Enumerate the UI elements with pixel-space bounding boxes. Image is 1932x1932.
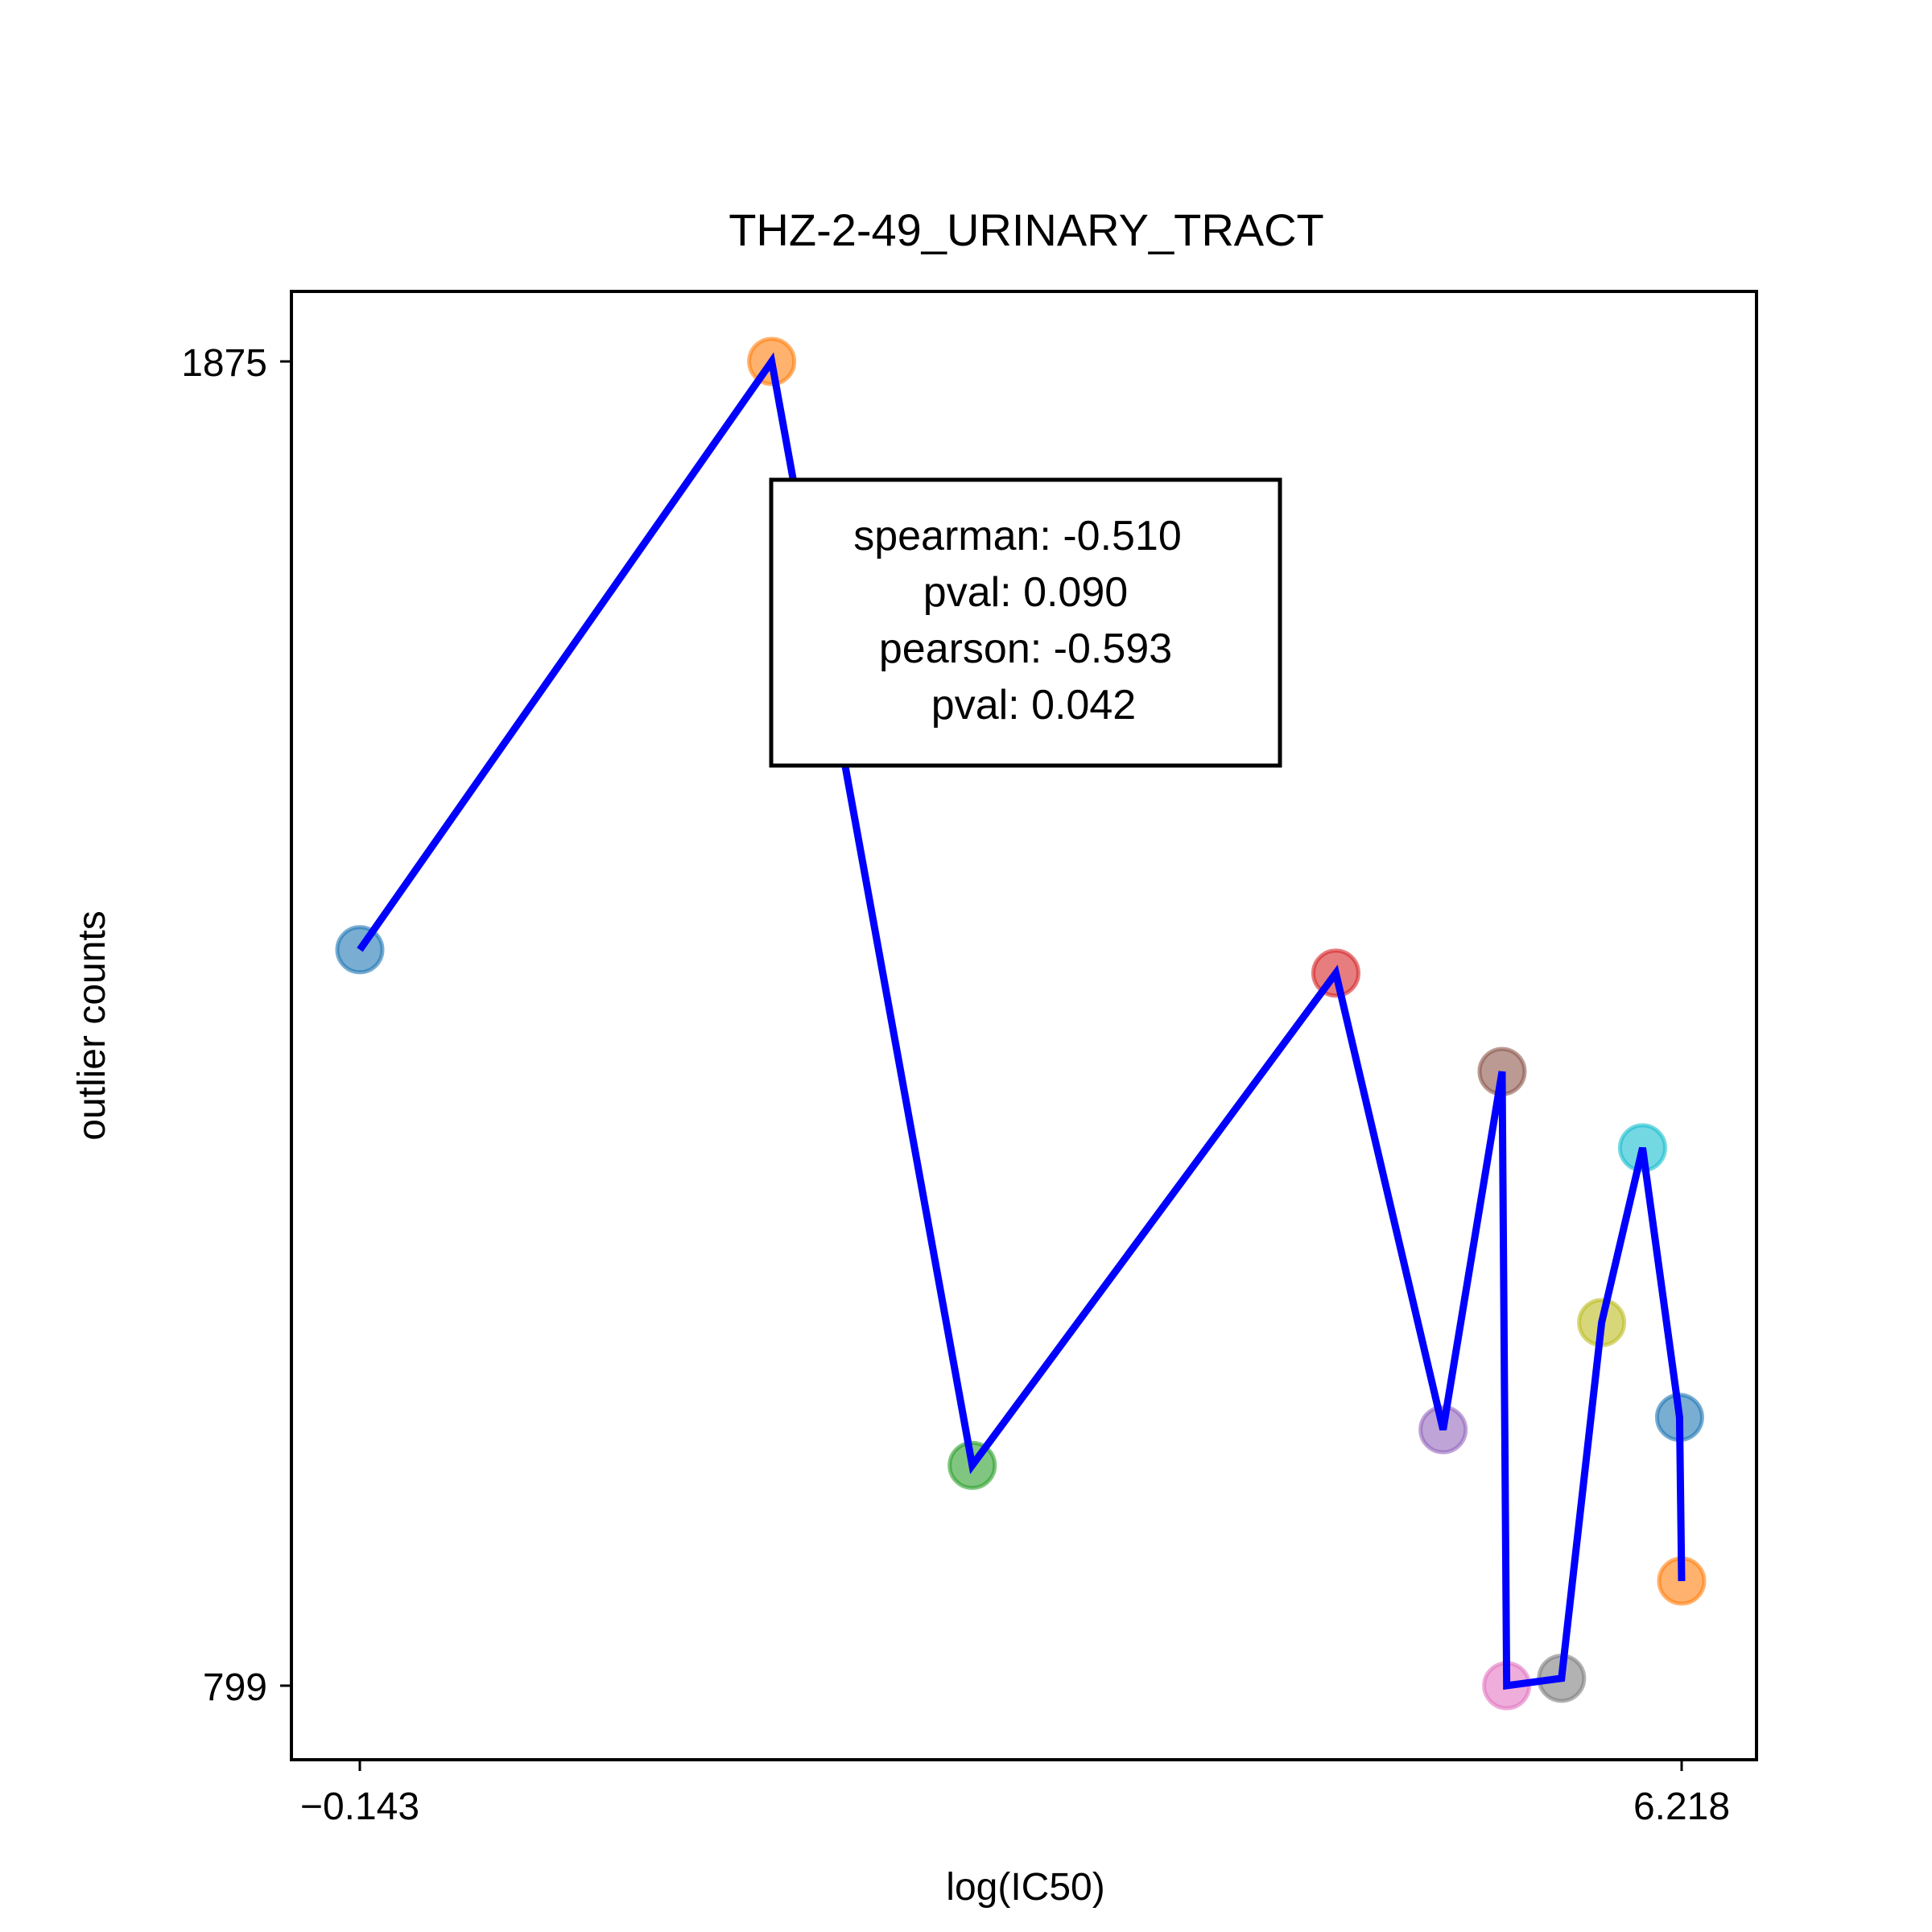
- x-tick-label-min: −0.143: [300, 1785, 419, 1828]
- y-axis: 1875 799 outlier counts: [71, 342, 291, 1709]
- chart-title: THZ-2-49_URINARY_TRACT: [729, 204, 1324, 255]
- y-tick-label-max: 1875: [181, 342, 267, 385]
- plot-frame: [290, 290, 1758, 1761]
- x-tick-label-max: 6.218: [1633, 1785, 1730, 1828]
- stats-pearson: pearson: -0.593: [879, 625, 1172, 672]
- stats-spearman-pval: pval: 0.090: [923, 569, 1128, 616]
- x-axis-label: log(IC50): [946, 1866, 1104, 1909]
- stats-box: spearman: -0.510 pval: 0.090 pearson: -0…: [769, 477, 1282, 768]
- y-axis-label: outlier counts: [71, 910, 114, 1141]
- y-tick-label-min: 799: [203, 1666, 267, 1709]
- series-line: [357, 352, 1686, 1690]
- stats-box-frame: [769, 477, 1282, 768]
- stats-spearman: spearman: -0.510: [853, 513, 1182, 559]
- stats-pearson-pval: pval: 0.042: [931, 682, 1136, 729]
- plot-area: [290, 290, 1758, 1761]
- x-axis: −0.143 6.218 log(IC50): [300, 1760, 1730, 1909]
